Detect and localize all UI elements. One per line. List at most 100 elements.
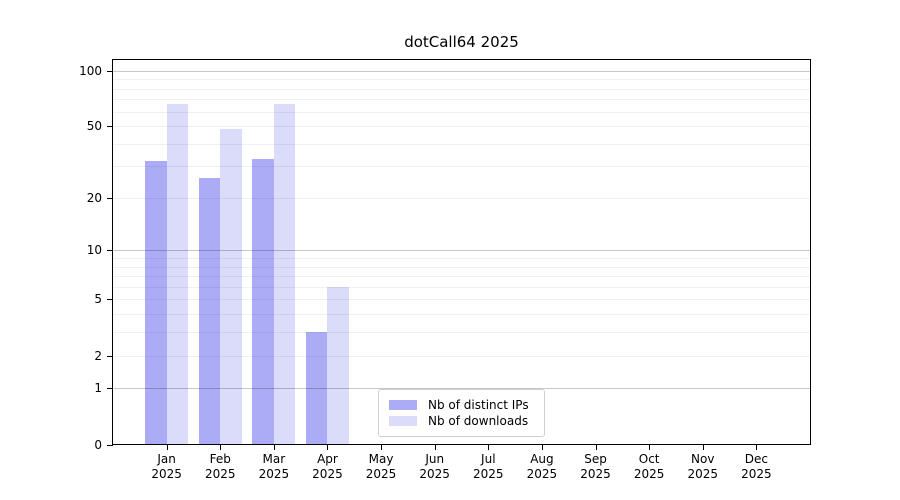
legend-label-downloads: Nb of downloads <box>428 414 529 428</box>
x-tick-label: Sep 2025 <box>561 452 631 482</box>
y-tick <box>107 250 113 252</box>
x-tick-label-month: Feb <box>209 452 231 466</box>
plot-area <box>112 59 811 445</box>
y-gridline-minor <box>113 299 810 301</box>
x-tick-label-year: 2025 <box>419 467 450 481</box>
y-gridline-minor <box>113 79 810 81</box>
y-tick-label: 1 <box>94 381 102 396</box>
x-tick-label-month: Aug <box>530 452 554 466</box>
y-gridline-minor <box>113 266 810 268</box>
y-gridline-minor <box>113 143 810 145</box>
x-tick-label: Apr 2025 <box>292 452 362 482</box>
y-gridline-major <box>113 250 810 252</box>
y-tick-label: 20 <box>86 190 102 205</box>
x-tick <box>756 445 758 450</box>
y-tick <box>107 70 113 72</box>
x-tick-label: Aug 2025 <box>507 452 577 482</box>
legend-label-distinct-ips: Nb of distinct IPs <box>428 398 529 412</box>
chart-title: dotCall64 2025 <box>404 33 519 51</box>
x-tick-label-month: May <box>368 452 394 466</box>
y-gridline-major <box>113 70 810 72</box>
bar-distinct-ips-jan <box>145 161 167 444</box>
x-tick <box>595 445 597 450</box>
x-tick-label-year: 2025 <box>151 467 182 481</box>
x-tick <box>381 445 383 450</box>
x-tick-label-year: 2025 <box>687 467 719 481</box>
x-tick-label: Feb 2025 <box>185 452 255 482</box>
bar-distinct-ips-feb <box>198 177 221 444</box>
x-tick-label: Mar 2025 <box>239 452 309 482</box>
x-tick <box>488 445 490 450</box>
x-tick-label-month: Jul <box>481 452 496 466</box>
y-tick-label: 2 <box>94 348 102 363</box>
y-gridline-minor <box>113 257 810 259</box>
x-tick-label-month: Oct <box>638 452 660 466</box>
y-gridline-minor <box>113 197 810 199</box>
y-tick <box>107 197 113 199</box>
x-tick <box>273 445 275 450</box>
x-tick-label: Dec 2025 <box>721 452 791 482</box>
y-tick-label: 5 <box>94 292 102 307</box>
x-tick <box>649 445 651 450</box>
x-tick-label: Nov 2025 <box>668 452 738 482</box>
x-tick-label-year: 2025 <box>312 467 343 481</box>
x-tick <box>327 445 329 450</box>
y-tick-label: 10 <box>86 243 102 258</box>
x-tick-label: Jul 2025 <box>453 452 523 482</box>
x-tick <box>702 445 704 450</box>
y-tick <box>107 355 113 357</box>
x-tick-label-month: Jan <box>157 452 176 466</box>
x-tick-label: Jun 2025 <box>400 452 470 482</box>
y-tick <box>107 126 113 128</box>
y-gridline-minor <box>113 99 810 101</box>
y-gridline-major <box>113 388 810 390</box>
x-tick-label-year: 2025 <box>365 467 397 481</box>
y-tick <box>107 299 113 301</box>
legend: Nb of distinct IPs Nb of downloads <box>378 389 545 437</box>
y-tick-label: 0 <box>94 437 102 452</box>
x-tick <box>541 445 543 450</box>
y-gridline-minor <box>113 314 810 316</box>
bar-distinct-ips-apr <box>305 332 328 444</box>
x-tick-label-year: 2025 <box>526 467 558 481</box>
y-gridline-minor <box>113 332 810 334</box>
x-tick-label: May 2025 <box>346 452 416 482</box>
x-tick-label-month: Apr <box>317 452 338 466</box>
bar-downloads-feb <box>220 129 242 444</box>
legend-item-distinct-ips: Nb of distinct IPs <box>389 398 534 412</box>
x-tick-label-year: 2025 <box>258 467 290 481</box>
y-tick-label: 100 <box>79 63 102 78</box>
y-gridline-minor <box>113 111 810 113</box>
x-tick <box>220 445 222 450</box>
x-tick-label-year: 2025 <box>580 467 611 481</box>
y-gridline-minor <box>113 355 810 357</box>
x-tick-label-year: 2025 <box>741 467 772 481</box>
x-tick-label-month: Mar <box>262 452 286 466</box>
x-tick-label-month: Dec <box>744 452 768 466</box>
legend-swatch-downloads-icon <box>389 416 417 426</box>
x-tick-label-year: 2025 <box>473 467 504 481</box>
legend-swatch-distinct-ips-icon <box>389 400 417 410</box>
y-gridline-minor <box>113 166 810 168</box>
y-tick <box>107 388 113 390</box>
x-tick-label-month: Jun <box>425 452 445 466</box>
x-tick-label-year: 2025 <box>633 467 665 481</box>
y-gridline-minor <box>113 286 810 288</box>
legend-item-downloads: Nb of downloads <box>389 414 534 428</box>
x-tick <box>434 445 436 450</box>
y-gridline-minor <box>113 276 810 278</box>
y-gridline-minor <box>113 126 810 128</box>
y-gridline-minor <box>113 88 810 90</box>
bar-downloads-mar <box>273 103 296 444</box>
x-tick-label-year: 2025 <box>204 467 236 481</box>
x-tick <box>166 445 168 450</box>
bar-downloads-jan <box>166 103 189 444</box>
y-tick <box>107 444 113 446</box>
bar-downloads-apr <box>327 286 349 444</box>
x-tick-label: Jan 2025 <box>132 452 202 482</box>
x-tick-label: Oct 2025 <box>614 452 684 482</box>
x-tick-label-month: Nov <box>691 452 715 466</box>
y-tick-label: 50 <box>86 119 102 134</box>
x-tick-label-month: Sep <box>584 452 607 466</box>
